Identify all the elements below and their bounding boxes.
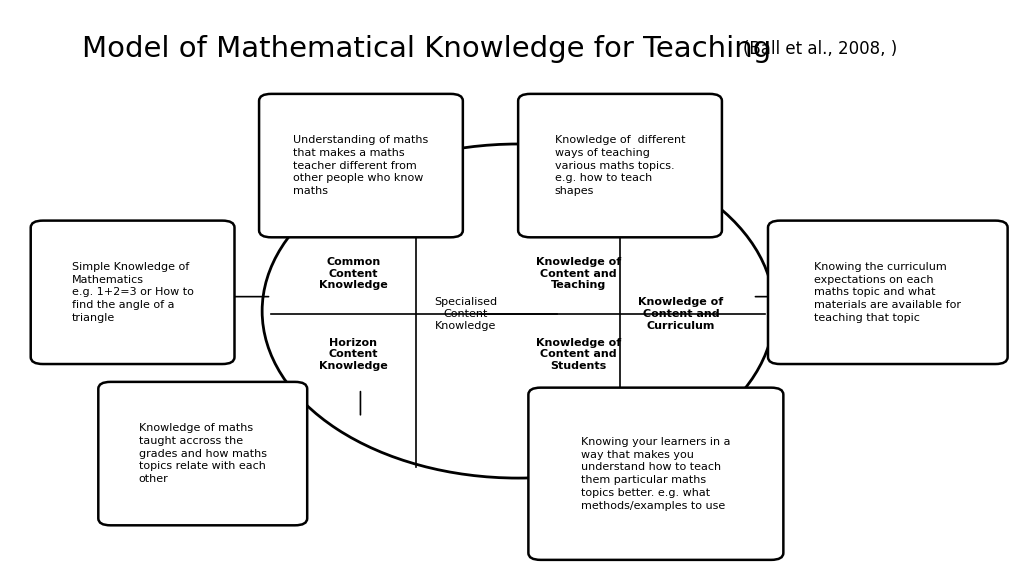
Text: Common
Content
Knowledge: Common Content Knowledge <box>318 257 388 290</box>
Text: Simple Knowledge of
Mathematics
e.g. 1+2=3 or How to
find the angle of a
triangl: Simple Knowledge of Mathematics e.g. 1+2… <box>72 262 194 323</box>
Text: Specialised
Content
Knowledge: Specialised Content Knowledge <box>434 297 498 331</box>
Text: (Ball et al., 2008, ): (Ball et al., 2008, ) <box>743 40 898 58</box>
FancyBboxPatch shape <box>518 94 722 237</box>
FancyBboxPatch shape <box>98 382 307 525</box>
Text: Knowledge of maths
taught accross the
grades and how maths
topics relate with ea: Knowledge of maths taught accross the gr… <box>139 423 266 484</box>
Text: Understanding of maths
that makes a maths
teacher different from
other people wh: Understanding of maths that makes a math… <box>293 135 429 196</box>
FancyBboxPatch shape <box>528 388 783 560</box>
Text: Knowing your learners in a
way that makes you
understand how to teach
them parti: Knowing your learners in a way that make… <box>582 437 730 511</box>
Text: Knowledge of
Content and
Teaching: Knowledge of Content and Teaching <box>536 257 622 290</box>
Text: Knowledge of  different
ways of teaching
various maths topics.
e.g. how to teach: Knowledge of different ways of teaching … <box>555 135 685 196</box>
Text: Model of Mathematical Knowledge for Teaching: Model of Mathematical Knowledge for Teac… <box>82 35 780 63</box>
Text: Horizon
Content
Knowledge: Horizon Content Knowledge <box>318 338 388 371</box>
FancyBboxPatch shape <box>31 221 234 364</box>
FancyBboxPatch shape <box>259 94 463 237</box>
FancyBboxPatch shape <box>768 221 1008 364</box>
Text: Knowledge of
Content and
Curriculum: Knowledge of Content and Curriculum <box>638 297 724 331</box>
Text: Knowledge of
Content and
Students: Knowledge of Content and Students <box>536 338 622 371</box>
Text: Knowing the curriculum
expectations on each
maths topic and what
materials are a: Knowing the curriculum expectations on e… <box>814 262 962 323</box>
